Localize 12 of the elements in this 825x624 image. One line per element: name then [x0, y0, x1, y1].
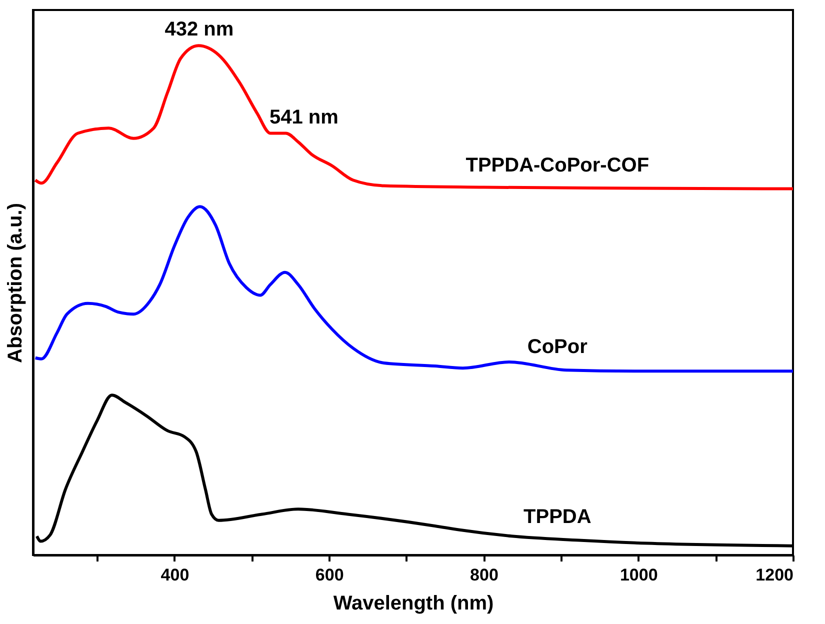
x-tick-label: 800: [470, 566, 498, 584]
x-axis-title: Wavelength (nm): [333, 592, 494, 614]
annotation: 541 nm: [270, 106, 338, 128]
annotation: 432 nm: [164, 18, 234, 41]
series-label: CoPor: [527, 336, 588, 358]
x-tick-label: 400: [160, 566, 190, 584]
series-label: TPPDA: [524, 506, 592, 528]
y-axis-title: Absorption (a.u.): [4, 203, 26, 363]
x-tick-label: 600: [315, 566, 344, 584]
series-label: TPPDA-CoPor-COF: [466, 154, 650, 177]
x-tick-label: 1200: [756, 566, 794, 584]
x-tick-label: 1000: [620, 566, 658, 584]
